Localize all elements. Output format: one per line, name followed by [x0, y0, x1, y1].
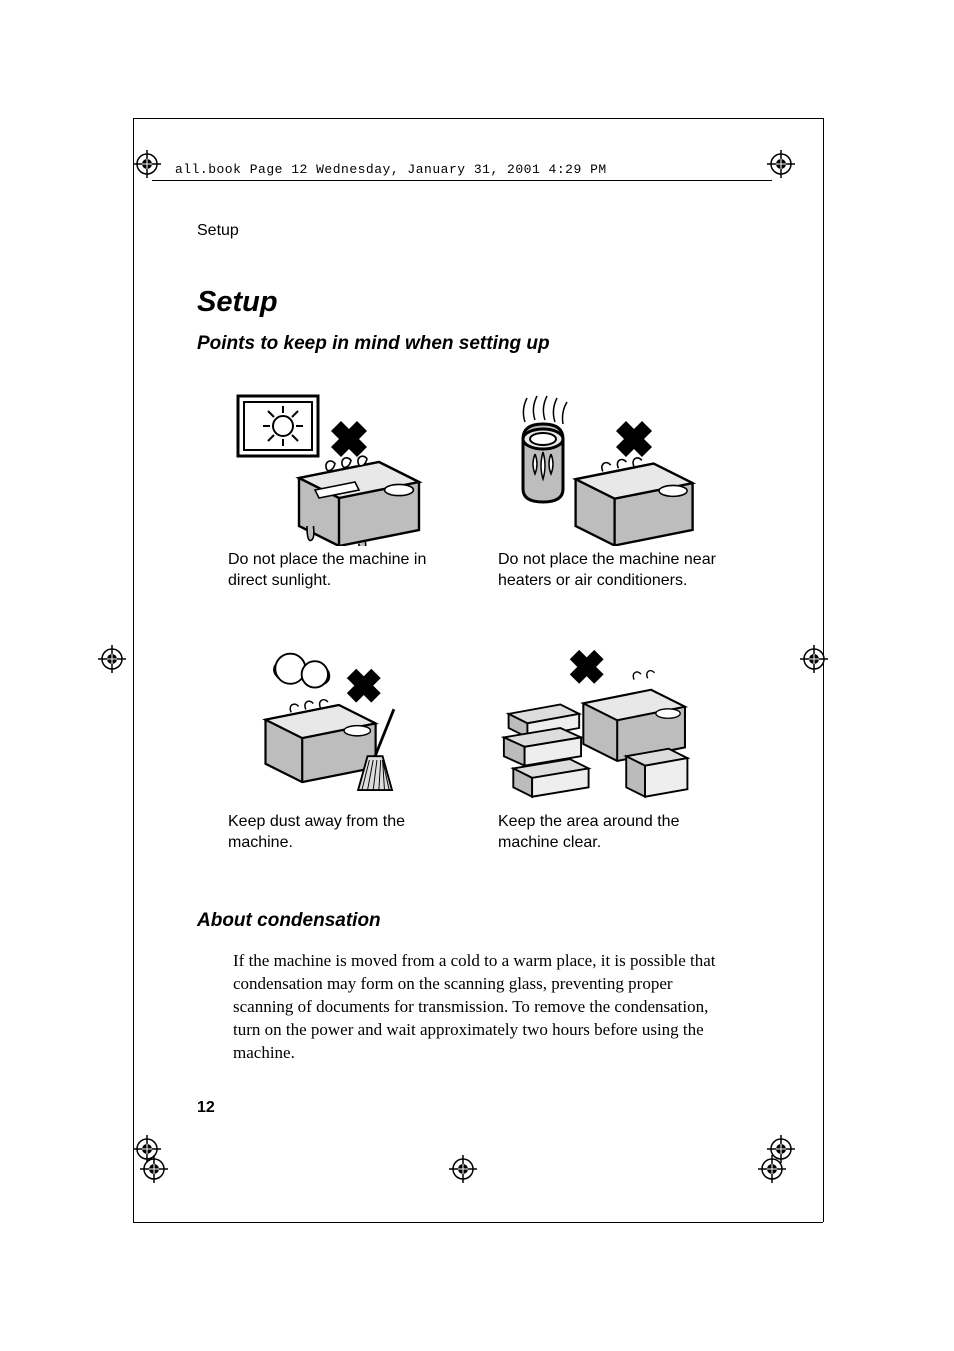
- page-title: Setup: [197, 286, 278, 319]
- illustration-clear: Keep the area around the machine clear.: [498, 648, 738, 854]
- caption-clear: Keep the area around the machine clear.: [498, 812, 738, 854]
- illustration-row-2: Keep dust away from the machine.: [228, 648, 738, 854]
- registration-mark-icon: [800, 645, 828, 673]
- manual-page: all.book Page 12 Wednesday, January 31, …: [0, 0, 954, 1351]
- body-paragraph: If the machine is moved from a cold to a…: [233, 950, 733, 1065]
- fax-heater-icon: [498, 386, 698, 546]
- crop-frame: [133, 118, 823, 119]
- section-heading-points: Points to keep in mind when setting up: [197, 333, 550, 355]
- fax-dust-icon: [228, 648, 428, 808]
- page-number: 12: [197, 1099, 215, 1117]
- illustration-dust: Keep dust away from the machine.: [228, 648, 468, 854]
- registration-mark-icon: [767, 1135, 795, 1163]
- caption-dust: Keep dust away from the machine.: [228, 812, 468, 854]
- registration-mark-icon: [140, 1155, 168, 1183]
- crop-sphere-icon: [805, 150, 833, 178]
- crop-sphere-icon: [95, 1135, 123, 1163]
- caption-heaters: Do not place the machine near heaters or…: [498, 550, 738, 592]
- illustration-row-1: Do not place the machine in direct sunli…: [228, 386, 738, 592]
- running-head: Setup: [197, 222, 239, 240]
- illustration-sunlight: Do not place the machine in direct sunli…: [228, 386, 468, 592]
- registration-mark-icon: [767, 150, 795, 178]
- section-heading-condensation: About condensation: [197, 910, 381, 932]
- crop-frame-bottom: [133, 1222, 823, 1223]
- caption-sunlight: Do not place the machine in direct sunli…: [228, 550, 468, 592]
- illustration-heaters: Do not place the machine near heaters or…: [498, 386, 738, 592]
- header-slug: all.book Page 12 Wednesday, January 31, …: [175, 162, 607, 177]
- registration-mark-icon: [98, 645, 126, 673]
- fax-sunlight-icon: [228, 386, 428, 546]
- registration-mark-icon: [133, 150, 161, 178]
- crop-sphere-icon: [805, 1135, 833, 1163]
- crop-frame-left: [133, 118, 134, 1222]
- registration-mark-icon: [449, 1155, 477, 1183]
- fax-clutter-icon: [498, 648, 698, 808]
- header-rule: [152, 180, 772, 181]
- crop-sphere-icon: [95, 150, 123, 178]
